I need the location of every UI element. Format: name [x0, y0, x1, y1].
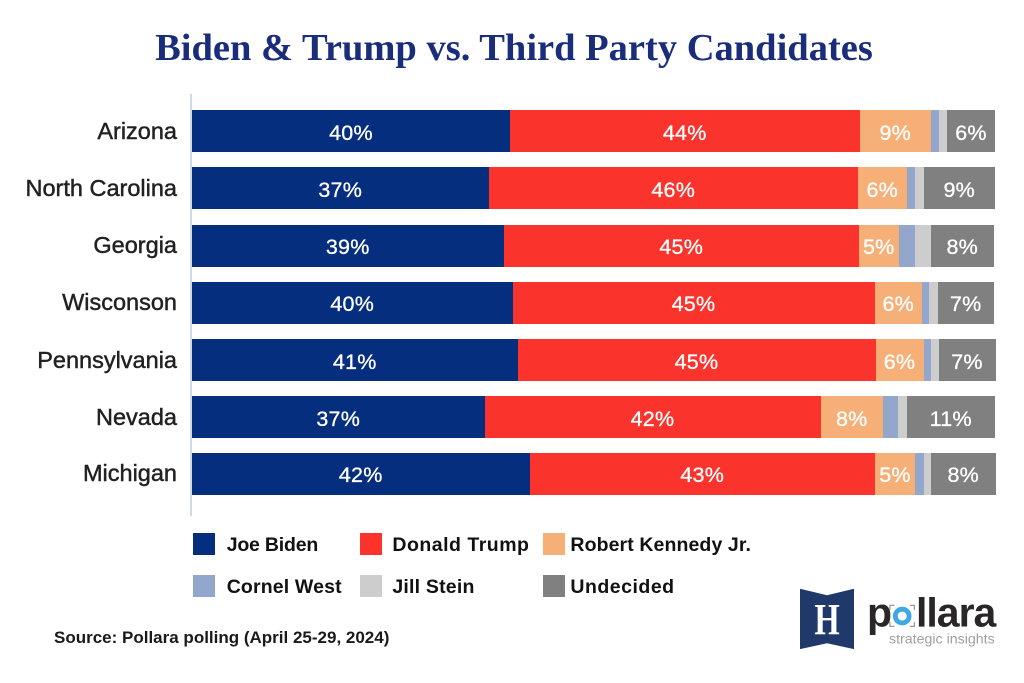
svg-text:llara: llara	[916, 590, 998, 636]
svg-text:strategic insights: strategic insights	[889, 631, 995, 647]
svg-text:p: p	[867, 590, 891, 636]
svg-text:H: H	[814, 596, 839, 644]
